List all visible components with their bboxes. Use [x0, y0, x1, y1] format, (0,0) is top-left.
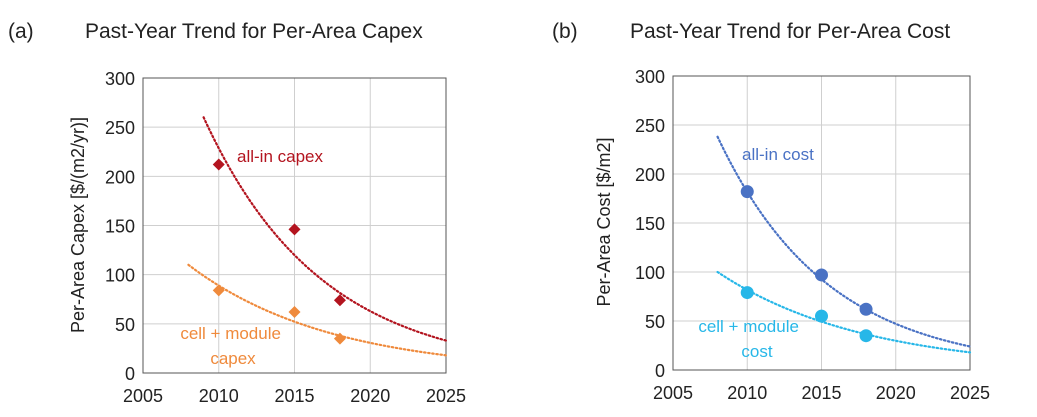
point-cell-module-cost-2010 [740, 286, 754, 300]
panel-b-series [716, 135, 972, 354]
panel-a-title: Past-Year Trend for Per-Area Capex [85, 20, 423, 43]
panel-b-x-tick-label-2025: 2025 [950, 383, 990, 403]
panel-b-y-ticks: 0 50 100 150 200 250 300 [635, 67, 665, 381]
panel-b-y-tick-label-150: 150 [635, 214, 665, 234]
label-cell-module-cost-line2: cost [741, 342, 772, 361]
label-all-in-cost-line1: all-in cost [742, 145, 814, 164]
panel-b-y-tick-label-300: 300 [635, 67, 665, 87]
label-all-in-capex: all-in capex [237, 147, 323, 166]
panel-a-y-tick-label-250: 250 [105, 118, 135, 138]
point-cell-module-cost-2015 [815, 309, 828, 323]
panel-b-x-tick-label-2020: 2020 [876, 383, 916, 403]
panel-b-y-tick-label-50: 50 [645, 312, 665, 332]
panel-a-y-ticks: 0 50 100 150 200 250 300 [105, 69, 135, 384]
panel-a-y-axis-label: Per-Area Capex [$/(m2/yr)] [68, 117, 88, 333]
panel-a-y-tick-label-0: 0 [125, 364, 135, 384]
panel-a-plot-frame [142, 77, 447, 374]
point-cell-module-capex-2010 [212, 284, 225, 297]
trendline-all-in-cost [716, 135, 972, 348]
panel-b-y-tick-label-0: 0 [655, 361, 665, 381]
point-cell-module-capex-2018 [333, 332, 346, 345]
panel-a-y-tick-label-50: 50 [115, 315, 135, 335]
panel-a-y-tick-label-300: 300 [105, 69, 135, 89]
panel-b-plot-frame [672, 75, 971, 371]
panel-b: (b) Past-Year Trend for Per-Area Cost Pe… [552, 20, 990, 403]
panel-b-label: (b) [552, 20, 578, 43]
panel-b-y-tick-label-250: 250 [635, 116, 665, 136]
panel-b-y-tick-label-200: 200 [635, 165, 665, 185]
panel-a-y-tick-label-200: 200 [105, 167, 135, 187]
panel-a: (a) Past-Year Trend for Per-Area Capex P… [8, 20, 466, 406]
panel-a-x-tick-label-2020: 2020 [350, 386, 390, 406]
panel-b-x-tick-label-2015: 2015 [801, 383, 841, 403]
panel-a-x-tick-label-2010: 2010 [199, 386, 239, 406]
panel-a-y-tick-label-100: 100 [105, 266, 135, 286]
label-all-in-capex-line1: all-in capex [237, 147, 323, 166]
label-cell-module-capex: cell + module capex [180, 324, 285, 368]
label-all-in-cost: all-in cost [742, 145, 814, 164]
point-cell-module-capex-2015 [288, 306, 301, 319]
panel-a-x-tick-label-2025: 2025 [426, 386, 466, 406]
label-cell-module-capex-line1: cell + module [180, 324, 281, 343]
panel-b-y-tick-label-100: 100 [635, 263, 665, 283]
point-all-in-cost-2010 [740, 185, 754, 199]
panel-b-x-tick-label-2010: 2010 [727, 383, 767, 403]
panel-a-label: (a) [8, 20, 34, 43]
label-cell-module-cost: cell + module cost [698, 317, 803, 361]
trendline-cell-module-cost [716, 270, 972, 354]
label-cell-module-cost-line1: cell + module [698, 317, 799, 336]
panel-a-x-tick-label-2005: 2005 [123, 386, 163, 406]
point-all-in-cost-2015 [815, 268, 828, 282]
panel-a-y-tick-label-150: 150 [105, 217, 135, 237]
point-all-in-capex-2015 [288, 223, 301, 236]
point-cell-module-cost-2018 [859, 329, 873, 343]
point-all-in-capex-2010 [212, 158, 225, 171]
panel-b-y-axis-label: Per-Area Cost [$/m2] [594, 137, 614, 306]
label-cell-module-capex-line2: capex [210, 349, 256, 368]
panel-b-x-tick-label-2005: 2005 [653, 383, 693, 403]
trendline-all-in-capex [202, 116, 448, 342]
panel-b-x-ticks: 2005 2010 2015 2020 2025 [653, 383, 990, 403]
trendline-cell-module-capex [187, 263, 448, 357]
point-all-in-cost-2018 [859, 302, 873, 316]
panel-a-x-tick-label-2015: 2015 [274, 386, 314, 406]
point-all-in-capex-2018 [333, 294, 346, 307]
panel-a-series [187, 116, 448, 357]
panel-a-x-ticks: 2005 2010 2015 2020 2025 [123, 386, 466, 406]
panel-b-title: Past-Year Trend for Per-Area Cost [630, 20, 950, 43]
